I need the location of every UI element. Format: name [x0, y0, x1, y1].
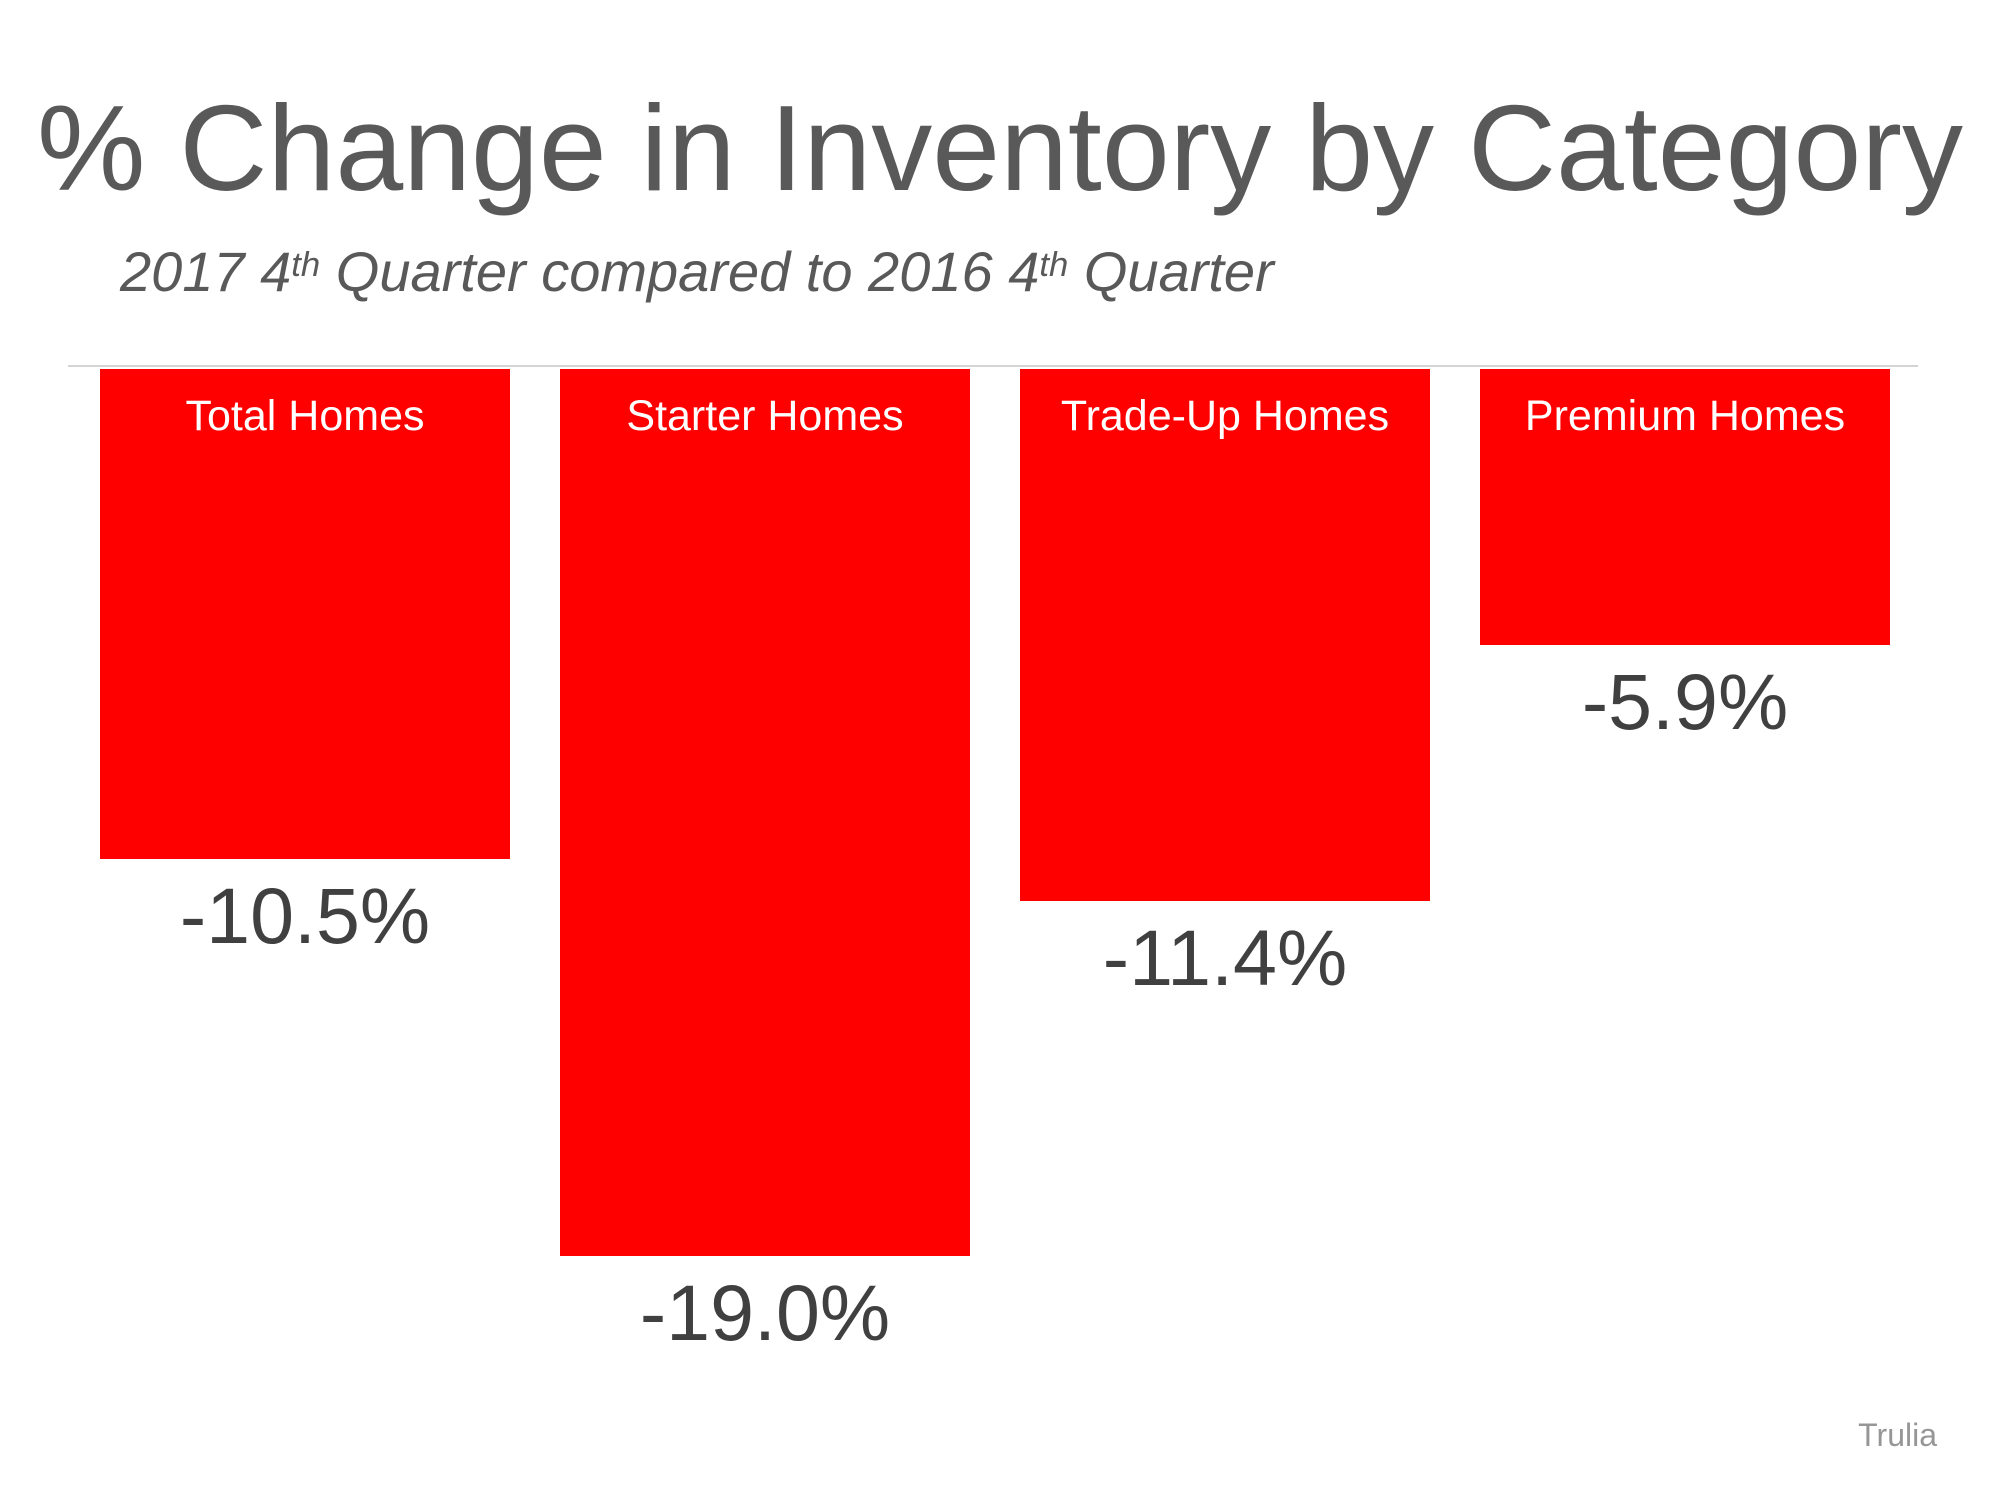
- chart-title: % Change in Inventory by Category: [37, 80, 1963, 216]
- bar-category-label: Premium Homes: [1524, 392, 1846, 440]
- subtitle-text: Quarter: [1068, 240, 1274, 303]
- chart-subtitle: 2017 4th Quarter compared to 2016 4th Qu…: [120, 244, 1274, 300]
- bar-category-label: Starter Homes: [626, 392, 904, 440]
- bar-category-label: Total Homes: [185, 392, 425, 440]
- subtitle-superscript: th: [1039, 246, 1069, 285]
- chart-baseline: [68, 365, 1918, 367]
- source-credit: Trulia: [1858, 1417, 1937, 1453]
- bar: Starter Homes: [560, 369, 970, 1256]
- bar-category-label: Trade-Up Homes: [1060, 392, 1390, 440]
- bar: Trade-Up Homes: [1020, 369, 1430, 901]
- subtitle-superscript: th: [291, 246, 321, 285]
- subtitle-text: 2017 4: [120, 240, 292, 303]
- bar-value-label: -10.5%: [179, 871, 431, 960]
- bar: Total Homes: [100, 369, 510, 859]
- bar-value-label: -11.4%: [1102, 913, 1348, 1002]
- bar-value-label: -19.0%: [639, 1268, 891, 1357]
- bar-value-label: -5.9%: [1581, 657, 1789, 746]
- subtitle-text: Quarter compared to 2016 4: [320, 240, 1040, 303]
- bar: Premium Homes: [1480, 369, 1890, 645]
